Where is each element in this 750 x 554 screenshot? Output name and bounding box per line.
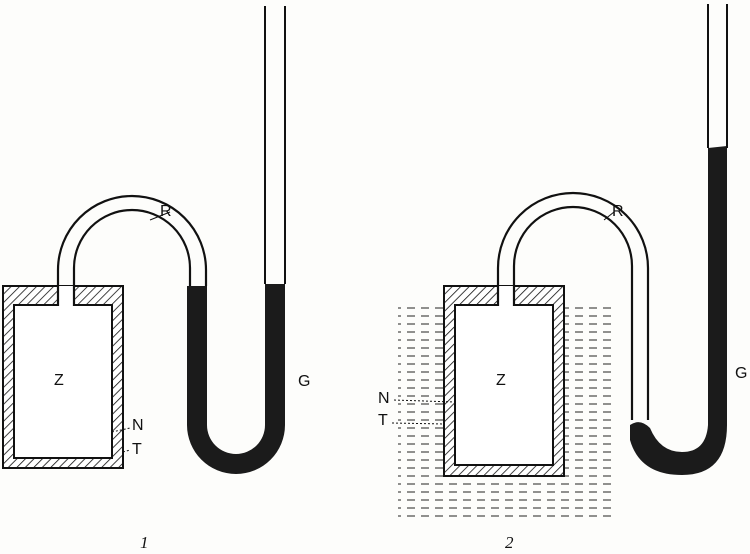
container-z bbox=[443, 285, 565, 477]
tube-r-outer bbox=[496, 191, 650, 420]
tube-r-outer bbox=[56, 194, 208, 306]
leader-t bbox=[391, 422, 446, 425]
liquid-column bbox=[630, 146, 727, 475]
label-n: N bbox=[378, 390, 390, 407]
label-z: Z bbox=[54, 372, 64, 389]
tube-r-inner bbox=[72, 208, 192, 306]
label-t: T bbox=[378, 412, 388, 429]
label-r: R bbox=[160, 203, 172, 220]
label-r: R bbox=[612, 203, 624, 220]
liquid-column bbox=[187, 284, 285, 474]
leader-n bbox=[111, 427, 131, 433]
container-z bbox=[2, 285, 124, 469]
label-z: Z bbox=[496, 372, 506, 389]
leader-t bbox=[122, 449, 131, 453]
leader-r bbox=[149, 211, 171, 221]
label-t: T bbox=[132, 441, 142, 458]
label-g: G bbox=[298, 373, 310, 390]
tube-r-inner bbox=[512, 205, 634, 420]
figure-2: R Z N T G 2 bbox=[378, 4, 747, 552]
figure-1: R Z N T G 1 bbox=[2, 6, 310, 552]
label-g: G bbox=[735, 365, 747, 382]
figure-number: 1 bbox=[140, 533, 149, 552]
figure-number: 2 bbox=[505, 533, 514, 552]
leader-r bbox=[603, 211, 615, 221]
gauge-tube-g bbox=[264, 6, 286, 284]
gauge-tube-g bbox=[707, 4, 728, 148]
label-n: N bbox=[132, 417, 144, 434]
